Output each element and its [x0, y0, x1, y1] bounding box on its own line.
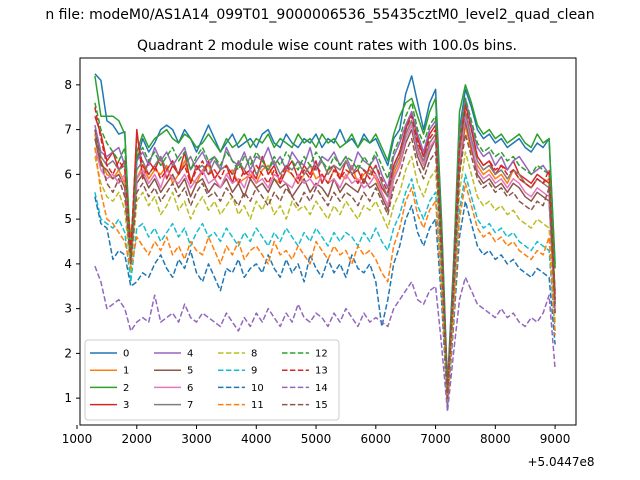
x-tick-label: 8000 — [480, 432, 511, 446]
y-tick-label: 8 — [64, 78, 72, 92]
series-line-5 — [94, 119, 556, 395]
legend-label-13: 13 — [315, 366, 328, 377]
x-tick-label: 5000 — [301, 432, 332, 446]
series-line-10 — [94, 196, 556, 408]
x-offset-label: +5.0447e8 — [527, 455, 594, 469]
series-layer — [94, 73, 556, 413]
y-tick-label: 6 — [64, 167, 72, 181]
y-tick-label: 1 — [64, 391, 72, 405]
x-tick-label: 2000 — [121, 432, 152, 446]
legend-label-0: 0 — [123, 349, 129, 360]
legend-label-6: 6 — [187, 383, 193, 394]
x-axis: 1000 2000 3000 4000 5000 6000 7000 8000 9000 — [62, 425, 571, 446]
x-tick-label: 7000 — [420, 432, 451, 446]
legend-frame — [84, 339, 340, 421]
series-line-9 — [94, 173, 556, 404]
legend-label-11: 11 — [251, 400, 264, 411]
legend-label-5: 5 — [187, 366, 193, 377]
series-line-11 — [94, 147, 556, 404]
y-tick-label: 7 — [64, 123, 72, 137]
y-tick-label: 4 — [64, 257, 72, 271]
legend-label-7: 7 — [187, 400, 193, 411]
legend-label-12: 12 — [315, 349, 328, 360]
x-tick-label: 9000 — [540, 432, 571, 446]
series-line-15 — [94, 129, 556, 399]
legend-label-15: 15 — [315, 400, 328, 411]
y-tick-label: 3 — [64, 302, 72, 316]
legend-label-8: 8 — [251, 349, 257, 360]
legend-label-1: 1 — [123, 366, 129, 377]
y-tick-label: 2 — [64, 346, 72, 360]
x-tick-label: 3000 — [181, 432, 212, 446]
plot-frame — [79, 57, 577, 426]
legend-label-10: 10 — [251, 383, 264, 394]
y-axis: 1 2 3 4 5 6 7 8 — [64, 78, 80, 405]
x-tick-label: 4000 — [241, 432, 272, 446]
series-line-12 — [94, 97, 556, 390]
legend-label-2: 2 — [123, 383, 129, 394]
series-line-0 — [94, 73, 556, 386]
series-line-14 — [94, 265, 556, 413]
legend-label-9: 9 — [251, 366, 257, 377]
chart-title: Quadrant 2 module wise count rates with … — [137, 38, 517, 54]
series-line-6 — [94, 115, 556, 395]
x-tick-label: 1000 — [62, 432, 93, 446]
series-line-3 — [94, 102, 556, 390]
legend-label-3: 3 — [123, 400, 129, 411]
legend-label-14: 14 — [315, 383, 328, 394]
legend-label-4: 4 — [187, 349, 193, 360]
y-tick-label: 5 — [64, 212, 72, 226]
x-tick-label: 6000 — [361, 432, 392, 446]
series-line-13 — [94, 106, 556, 395]
series-line-2 — [94, 75, 556, 395]
figure-suptitle: n file: modeM0/AS1A14_099T01_9000006536_… — [45, 7, 594, 23]
series-line-8 — [94, 151, 556, 399]
